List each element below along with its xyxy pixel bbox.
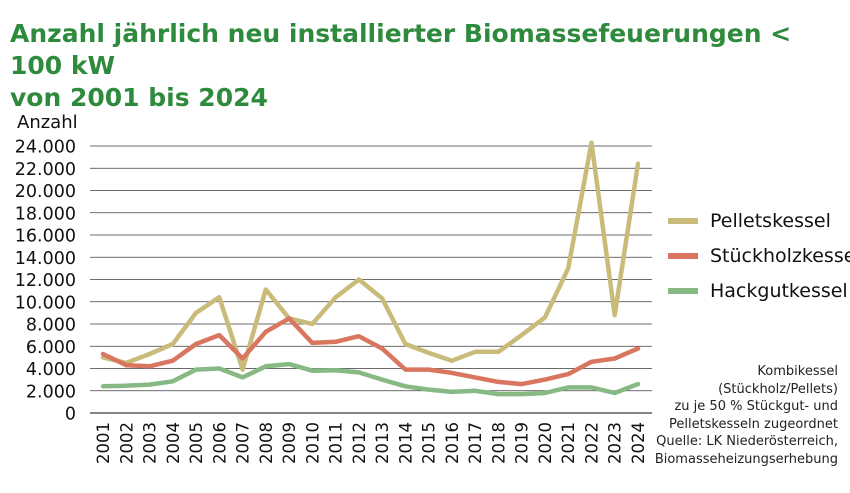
- x-tick-label: 2019: [513, 422, 532, 464]
- y-tick-label: 22.000: [15, 160, 76, 180]
- x-tick-label: 2017: [466, 422, 485, 464]
- y-tick-label: 12.000: [15, 271, 76, 291]
- note-line: Quelle: LK Niederösterreich,: [656, 434, 838, 449]
- x-tick-label: 2024: [629, 422, 648, 464]
- x-tick-label: 2015: [420, 422, 439, 464]
- legend-label-hackgutkessel: Hackgutkessel: [710, 279, 848, 302]
- y-tick-label: 14.000: [15, 249, 76, 269]
- legend-swatch-stueckholzkessel: [668, 252, 698, 259]
- series-line-stueckholzkessel: [100, 316, 641, 387]
- series-line-hackgutkessel: [100, 361, 641, 397]
- x-tick-label: 2008: [257, 422, 276, 464]
- y-tick-label: 20.000: [15, 182, 76, 202]
- chart-title-line-1: Anzahl jährlich neu installierter Biomas…: [10, 19, 792, 80]
- legend-swatch-hackgutkessel: [668, 287, 698, 294]
- note-line: Pelletskesseln zugeordnet: [668, 416, 838, 432]
- y-tick-label: 2.000: [26, 382, 76, 402]
- x-tick-label: 2001: [94, 422, 113, 464]
- legend-label-stueckholzkessel: Stückholzkessel: [710, 244, 850, 267]
- legend-item-pelletskessel: Pelletskessel: [668, 203, 850, 238]
- x-tick-label: 2004: [164, 422, 183, 464]
- source-note: Kombikessel (Stückholz/Pellets) zu je 50…: [608, 363, 838, 468]
- legend: Pelletskessel Stückholzkessel Hackgutkes…: [668, 203, 850, 308]
- x-tick-label: 2021: [559, 422, 578, 464]
- x-tick-label: 2016: [443, 422, 462, 464]
- x-tick-label: 2020: [536, 422, 555, 464]
- note-line: (Stückholz/Pellets): [718, 381, 838, 397]
- x-tick-label: 2002: [117, 422, 136, 464]
- y-tick-label: 6.000: [26, 338, 76, 358]
- x-tick-label: 2022: [582, 422, 601, 464]
- y-tick-label: 10.000: [15, 293, 76, 313]
- x-tick-label: 2018: [489, 422, 508, 464]
- x-tick-label: 2014: [396, 422, 415, 464]
- y-tick-label: 8.000: [26, 316, 76, 336]
- y-tick-label: 18.000: [15, 204, 76, 224]
- x-tick-label: 2006: [210, 422, 229, 464]
- x-tick-label: 2012: [350, 422, 369, 464]
- note-line: zu je 50 % Stückgut- und: [674, 399, 838, 414]
- x-tick-labels: 2001 2002 2003 2004 2005 2006 2007 2008 2009 2010…: [94, 422, 648, 464]
- x-tick-label: 2010: [303, 422, 322, 464]
- x-tick-label: 2011: [327, 422, 346, 464]
- series-line-pelletskessel: [100, 140, 641, 372]
- x-tick-label: 2003: [141, 422, 160, 464]
- y-axis-label: Anzahl: [17, 112, 78, 133]
- y-tick-label: 4.000: [26, 360, 76, 380]
- chart-title: Anzahl jährlich neu installierter Biomas…: [10, 18, 840, 114]
- y-tick-label: 0: [65, 405, 76, 425]
- chart-title-line-2: von 2001 bis 2024: [10, 83, 268, 112]
- note-line: Kombikessel: [757, 364, 838, 379]
- y-tick-label: 24.000: [15, 138, 76, 158]
- x-tick-label: 2013: [373, 422, 392, 464]
- y-tick-label: 16.000: [15, 227, 76, 247]
- legend-swatch-pelletskessel: [668, 217, 698, 224]
- legend-item-hackgutkessel: Hackgutkessel: [668, 273, 850, 308]
- x-tick-label: 2007: [234, 422, 253, 464]
- y-tick-labels: 02.0004.0006.0008.00010.00012.00014.0001…: [15, 138, 76, 425]
- series-lines: [100, 140, 641, 397]
- legend-label-pelletskessel: Pelletskessel: [710, 209, 831, 232]
- note-line: Biomasseheizungserhebung: [654, 451, 838, 467]
- x-tick-label: 2023: [606, 422, 625, 464]
- legend-item-stueckholzkessel: Stückholzkessel: [668, 238, 850, 273]
- x-tick-label: 2005: [187, 422, 206, 464]
- x-tick-label: 2009: [280, 422, 299, 464]
